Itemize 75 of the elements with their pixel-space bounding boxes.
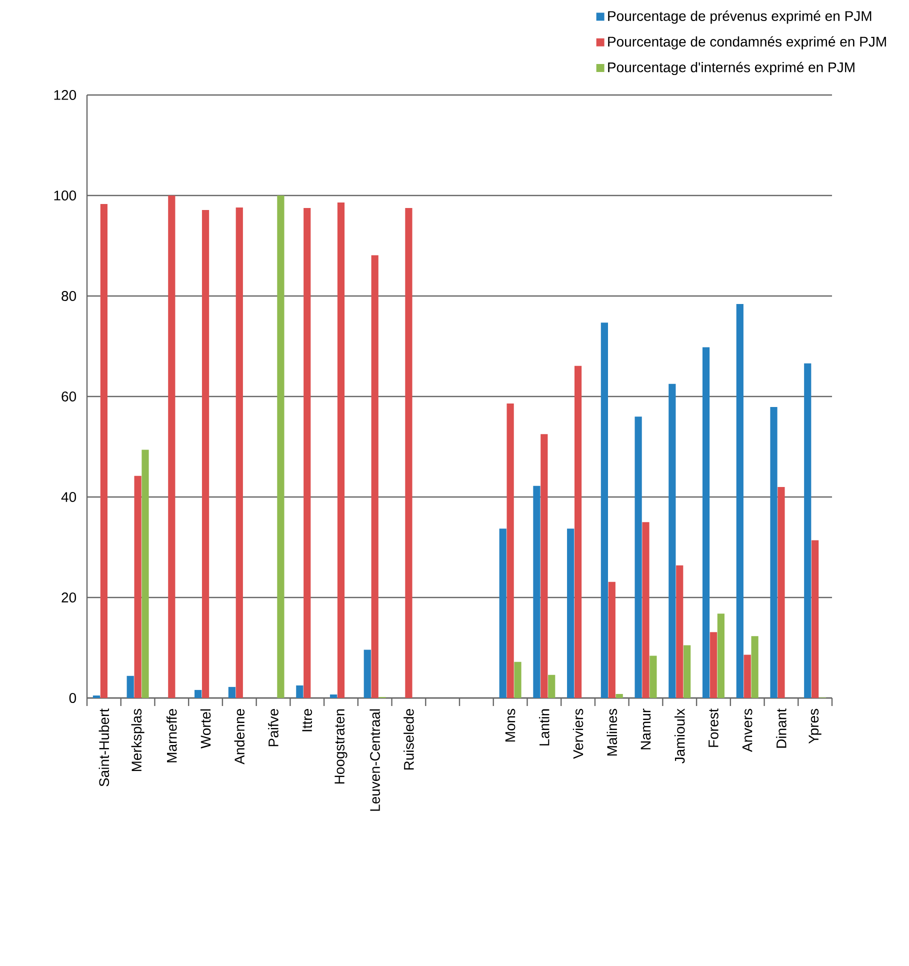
legend-label: Pourcentage de prévenus exprimé en PJM [608, 10, 872, 24]
bar [744, 654, 751, 698]
x-tick-label: Saint-Hubert [98, 708, 110, 786]
y-tick-label: 60 [62, 392, 76, 402]
y-tick-label: 0 [69, 693, 76, 703]
x-tick-label: Forest [708, 708, 718, 747]
bar [567, 528, 574, 698]
legend-label: Pourcentage d'internés exprimé en PJM [608, 62, 854, 76]
bar [634, 416, 642, 698]
x-tick-label: Marneffe [166, 709, 177, 762]
y-tick-label: 80 [62, 291, 76, 301]
x-tick-label: Wortel [200, 709, 211, 749]
bar [548, 674, 556, 698]
y-tick-label: 120 [54, 90, 76, 100]
bar [608, 582, 616, 698]
bar [506, 404, 514, 698]
bar [574, 366, 582, 698]
bar [296, 685, 304, 698]
bar [684, 645, 691, 698]
x-tick-label: Dinant [776, 708, 786, 748]
bar [499, 528, 506, 698]
bar [134, 476, 142, 698]
x-tick-label: Hoogstraten [334, 709, 348, 784]
bar [533, 486, 540, 698]
x-tick-label: Ypres [808, 708, 822, 744]
bar [770, 407, 778, 698]
bar [236, 208, 243, 698]
bar [168, 195, 176, 698]
bar [330, 694, 338, 698]
bar [736, 304, 744, 698]
x-tick-label: Malines [606, 708, 618, 756]
x-tick-label: Leuven-Centraal [370, 709, 380, 811]
bar [202, 210, 210, 698]
bar [304, 208, 311, 698]
y-tick-label: 20 [62, 592, 76, 602]
bar [100, 204, 108, 698]
bar [364, 650, 371, 698]
bar [650, 656, 657, 698]
legend-label: Pourcentage de condamnés exprimé en PJM [608, 36, 886, 50]
bar [668, 384, 676, 698]
x-tick-label: Lantin [539, 709, 550, 746]
bar [676, 565, 684, 698]
bar [277, 195, 284, 698]
bar [92, 695, 100, 698]
bar [371, 255, 378, 698]
bar [812, 540, 819, 698]
bar [717, 614, 724, 698]
bar [126, 676, 134, 698]
x-tick-label: Mons [505, 708, 516, 742]
x-tick-label: Anvers [742, 708, 752, 752]
bar [405, 208, 412, 698]
y-tick-label: 100 [54, 190, 76, 200]
x-tick-label: Ittre [302, 709, 312, 732]
bar [337, 202, 345, 698]
x-tick-label: Namur [640, 708, 651, 750]
bar [600, 322, 608, 698]
y-tick-label: 40 [61, 492, 76, 502]
bar [751, 636, 758, 698]
bar [540, 434, 548, 698]
bar [710, 632, 718, 698]
x-tick-label: Paifve [268, 709, 278, 746]
bar [194, 690, 202, 698]
bar [702, 347, 710, 698]
bar [642, 522, 650, 698]
bar [142, 450, 149, 698]
x-tick-label: Verviers [572, 708, 584, 759]
x-tick-label: Ruiselede [404, 709, 414, 770]
bar [778, 486, 785, 698]
x-tick-label: Jamioulx [674, 708, 685, 764]
bar [804, 363, 812, 698]
bar [514, 662, 522, 698]
x-tick-label: Merksplas [131, 708, 144, 772]
bar [616, 694, 623, 698]
bar [228, 686, 236, 698]
x-tick-label: Andenne [234, 709, 245, 764]
